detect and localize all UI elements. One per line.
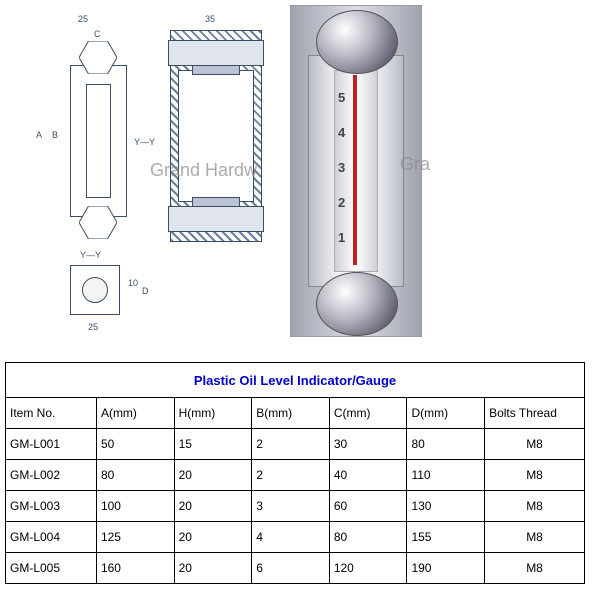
cell: 4 bbox=[252, 522, 330, 553]
cell: 15 bbox=[174, 429, 252, 460]
col-bolt: Bolts Thread bbox=[485, 398, 585, 429]
table-row: GM-L002 80 20 2 40 110 M8 bbox=[6, 460, 585, 491]
cell: GM-L001 bbox=[6, 429, 97, 460]
cell: 20 bbox=[174, 491, 252, 522]
cell: 20 bbox=[174, 553, 252, 584]
cell: 50 bbox=[96, 429, 174, 460]
col-b: B(mm) bbox=[252, 398, 330, 429]
gauge-mark-4: 4 bbox=[338, 125, 345, 140]
dim-10: 10 bbox=[128, 278, 138, 288]
cell: 2 bbox=[252, 460, 330, 491]
cell: 20 bbox=[174, 460, 252, 491]
cell: 80 bbox=[96, 460, 174, 491]
dim-B: B bbox=[52, 130, 58, 140]
engineering-drawing: 25 C 35 A B Y—Y Y—Y 10 D bbox=[30, 10, 280, 330]
cell: GM-L005 bbox=[6, 553, 97, 584]
bolt-bot-side bbox=[168, 206, 264, 232]
table-row: GM-L001 50 15 2 30 80 M8 bbox=[6, 429, 585, 460]
gauge-mark-3: 3 bbox=[338, 160, 345, 175]
dim-C: C bbox=[94, 29, 101, 39]
dim-A: A bbox=[36, 130, 42, 140]
cell: GM-L002 bbox=[6, 460, 97, 491]
gauge-red-line bbox=[353, 75, 357, 265]
watermark-left: Grand Hardw bbox=[150, 160, 257, 181]
dim-YY: Y—Y bbox=[134, 137, 155, 147]
gauge-mark-5: 5 bbox=[338, 90, 345, 105]
cell: M8 bbox=[485, 491, 585, 522]
cell: 30 bbox=[329, 429, 407, 460]
cell: 6 bbox=[252, 553, 330, 584]
col-h: H(mm) bbox=[174, 398, 252, 429]
cell: 130 bbox=[407, 491, 485, 522]
cell: 160 bbox=[96, 553, 174, 584]
cell: 190 bbox=[407, 553, 485, 584]
shaft-bot bbox=[192, 197, 240, 207]
cell: M8 bbox=[485, 460, 585, 491]
dim-D: D bbox=[142, 286, 149, 296]
col-item: Item No. bbox=[6, 398, 97, 429]
cell: 110 bbox=[407, 460, 485, 491]
cell: GM-L003 bbox=[6, 491, 97, 522]
hex-bolt-top bbox=[79, 41, 117, 74]
cell: M8 bbox=[485, 522, 585, 553]
dim-YY2: Y—Y bbox=[80, 250, 101, 260]
dim-bottom: 25 bbox=[88, 322, 98, 332]
hatched-inner bbox=[178, 70, 254, 202]
table-title-row: Plastic Oil Level Indicator/Gauge bbox=[6, 363, 585, 398]
cell: 100 bbox=[96, 491, 174, 522]
hex-bolt-bottom bbox=[79, 206, 117, 239]
spec-table-wrap: Plastic Oil Level Indicator/Gauge Item N… bbox=[5, 362, 585, 584]
cell: 20 bbox=[174, 522, 252, 553]
bolt-top-side bbox=[168, 40, 264, 66]
gauge-mark-1: 1 bbox=[338, 230, 345, 245]
gauge-mark-2: 2 bbox=[338, 195, 345, 210]
bolt-sphere-top bbox=[316, 10, 398, 74]
front-slot bbox=[86, 84, 111, 198]
cell: 2 bbox=[252, 429, 330, 460]
dim-25: 25 bbox=[78, 14, 88, 24]
shaft-top bbox=[192, 65, 240, 75]
table-title: Plastic Oil Level Indicator/Gauge bbox=[6, 363, 585, 398]
cell: 80 bbox=[329, 522, 407, 553]
cell: 80 bbox=[407, 429, 485, 460]
cell: 120 bbox=[329, 553, 407, 584]
table-header-row: Item No. A(mm) H(mm) B(mm) C(mm) D(mm) B… bbox=[6, 398, 585, 429]
dim-35: 35 bbox=[205, 14, 215, 24]
cell: M8 bbox=[485, 429, 585, 460]
section-circle bbox=[82, 277, 108, 303]
watermark-right: Gra bbox=[400, 154, 430, 175]
table-row: GM-L004 125 20 4 80 155 M8 bbox=[6, 522, 585, 553]
table-row: GM-L003 100 20 3 60 130 M8 bbox=[6, 491, 585, 522]
diagram-area: 25 C 35 A B Y—Y Y—Y 10 D bbox=[0, 0, 592, 350]
col-a: A(mm) bbox=[96, 398, 174, 429]
cell: 60 bbox=[329, 491, 407, 522]
table-row: GM-L005 160 20 6 120 190 M8 bbox=[6, 553, 585, 584]
col-c: C(mm) bbox=[329, 398, 407, 429]
cell: M8 bbox=[485, 553, 585, 584]
col-d: D(mm) bbox=[407, 398, 485, 429]
cell: 125 bbox=[96, 522, 174, 553]
page: 25 C 35 A B Y—Y Y—Y 10 D bbox=[0, 0, 592, 594]
spec-table: Plastic Oil Level Indicator/Gauge Item N… bbox=[5, 362, 585, 584]
cell: 3 bbox=[252, 491, 330, 522]
cell: 155 bbox=[407, 522, 485, 553]
cell: GM-L004 bbox=[6, 522, 97, 553]
cell: 40 bbox=[329, 460, 407, 491]
bolt-sphere-bottom bbox=[316, 272, 398, 336]
